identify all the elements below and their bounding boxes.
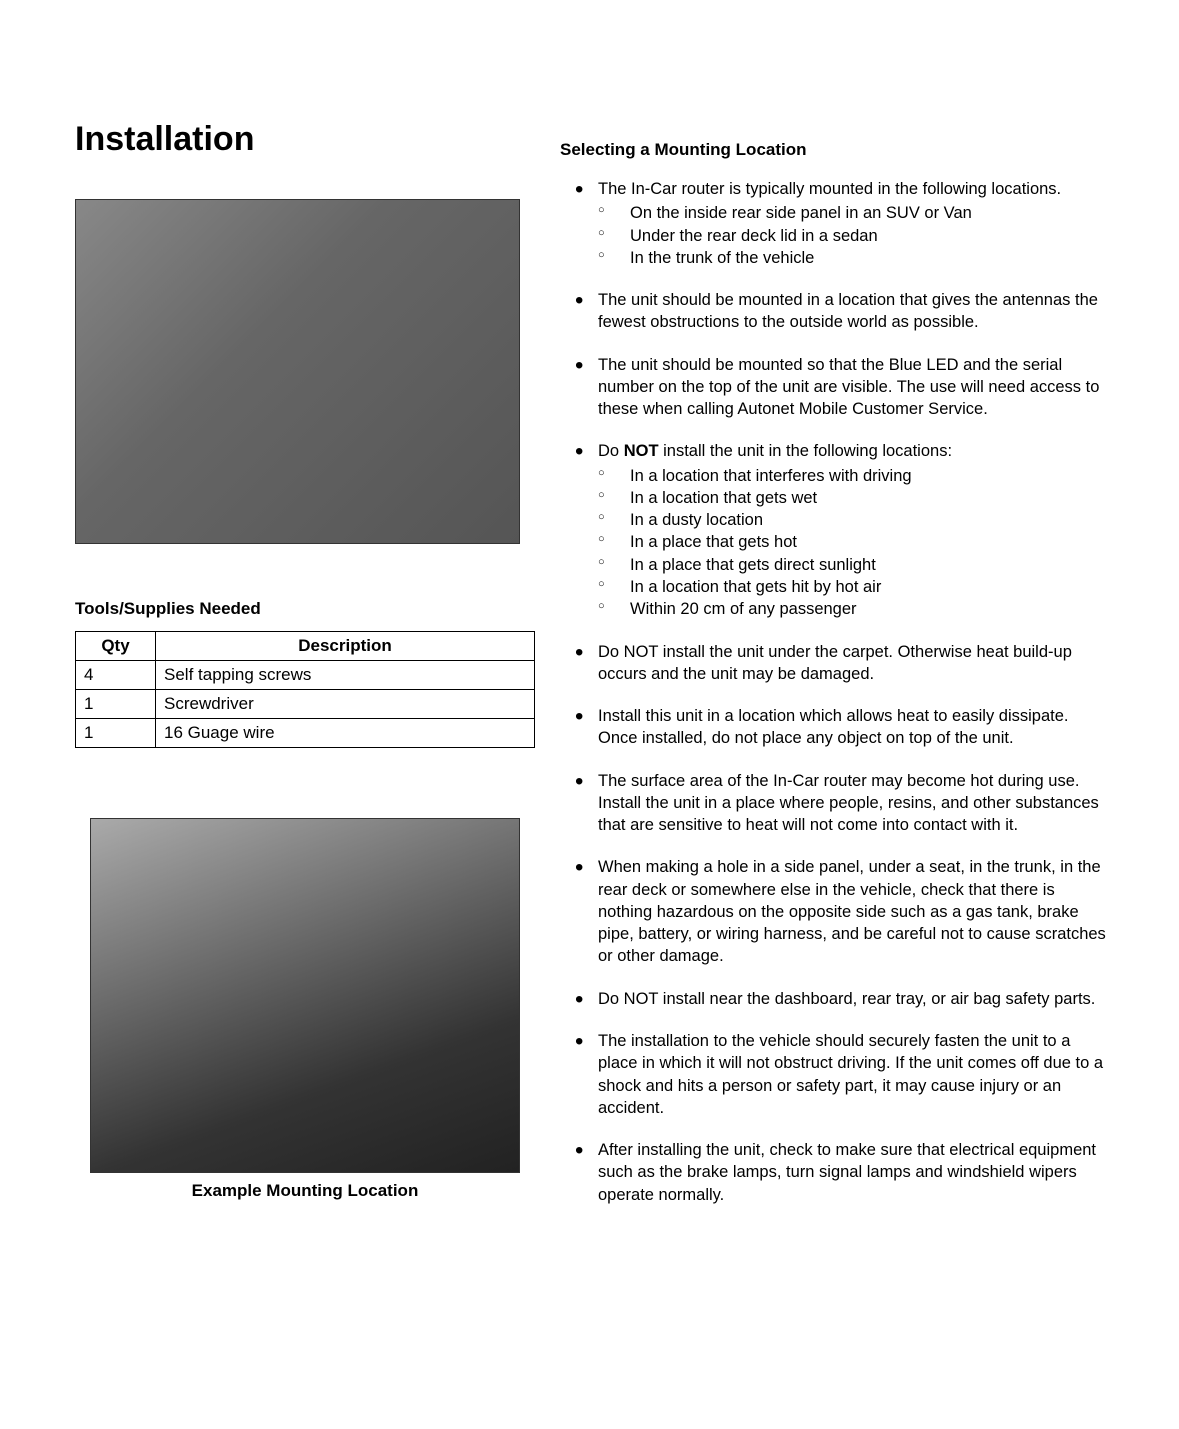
list-item: Do NOT install near the dashboard, rear … [598, 988, 1109, 1010]
right-column: Selecting a Mounting Location The In-Car… [560, 120, 1109, 1226]
cell-desc: 16 Guage wire [156, 719, 535, 748]
sub-item: In a place that gets hot [630, 531, 1109, 553]
item-text: The unit should be mounted so that the B… [598, 356, 1099, 419]
cell-qty: 4 [76, 661, 156, 690]
list-item: Do NOT install the unit in the following… [598, 440, 1109, 620]
sub-list: In a location that interferes with drivi… [598, 465, 1109, 621]
item-text: After installing the unit, check to make… [598, 1141, 1096, 1204]
page-content: Installation Tools/Supplies Needed Qty D… [0, 0, 1179, 1266]
sub-item: Within 20 cm of any passenger [630, 598, 1109, 620]
cell-qty: 1 [76, 719, 156, 748]
sub-item: Under the rear deck lid in a sedan [630, 225, 1109, 247]
table-row: 4 Self tapping screws [76, 661, 535, 690]
list-item: Install this unit in a location which al… [598, 705, 1109, 750]
list-item: The installation to the vehicle should s… [598, 1030, 1109, 1119]
list-item: The In-Car router is typically mounted i… [598, 178, 1109, 269]
left-column: Installation Tools/Supplies Needed Qty D… [75, 120, 535, 1226]
sub-item: In a location that gets wet [630, 487, 1109, 509]
list-item: The unit should be mounted so that the B… [598, 354, 1109, 421]
list-item: The surface area of the In-Car router ma… [598, 770, 1109, 837]
instruction-list: The In-Car router is typically mounted i… [560, 178, 1109, 1206]
section-heading: Selecting a Mounting Location [560, 140, 1109, 160]
sub-item: In a place that gets direct sunlight [630, 554, 1109, 576]
sub-item: On the inside rear side panel in an SUV … [630, 202, 1109, 224]
tools-photo [75, 199, 520, 544]
cell-desc: Self tapping screws [156, 661, 535, 690]
sub-list: On the inside rear side panel in an SUV … [598, 202, 1109, 269]
item-text: Install this unit in a location which al… [598, 707, 1069, 747]
item-text: Do NOT install near the dashboard, rear … [598, 990, 1095, 1008]
item-text: The installation to the vehicle should s… [598, 1032, 1103, 1117]
list-item: Do NOT install the unit under the carpet… [598, 641, 1109, 686]
tools-heading: Tools/Supplies Needed [75, 599, 535, 619]
cell-qty: 1 [76, 690, 156, 719]
list-item: When making a hole in a side panel, unde… [598, 856, 1109, 967]
list-item: After installing the unit, check to make… [598, 1139, 1109, 1206]
item-text: The In-Car router is typically mounted i… [598, 180, 1061, 198]
col-desc: Description [156, 632, 535, 661]
col-qty: Qty [76, 632, 156, 661]
table-row: 1 Screwdriver [76, 690, 535, 719]
item-post: install the unit in the following locati… [659, 442, 953, 460]
page-title: Installation [75, 120, 535, 159]
mounting-caption: Example Mounting Location [75, 1181, 535, 1201]
sub-item: In a location that gets hit by hot air [630, 576, 1109, 598]
item-pre: Do [598, 442, 624, 460]
item-text: When making a hole in a side panel, unde… [598, 858, 1106, 965]
supplies-table: Qty Description 4 Self tapping screws 1 … [75, 631, 535, 748]
item-text: Do NOT install the unit under the carpet… [598, 643, 1072, 683]
item-text: The surface area of the In-Car router ma… [598, 772, 1099, 835]
cell-desc: Screwdriver [156, 690, 535, 719]
sub-item: In the trunk of the vehicle [630, 247, 1109, 269]
item-text: The unit should be mounted in a location… [598, 291, 1098, 331]
table-row: 1 16 Guage wire [76, 719, 535, 748]
table-header-row: Qty Description [76, 632, 535, 661]
item-bold: NOT [624, 442, 659, 460]
sub-item: In a location that interferes with drivi… [630, 465, 1109, 487]
mounting-photo [90, 818, 520, 1173]
list-item: The unit should be mounted in a location… [598, 289, 1109, 334]
sub-item: In a dusty location [630, 509, 1109, 531]
